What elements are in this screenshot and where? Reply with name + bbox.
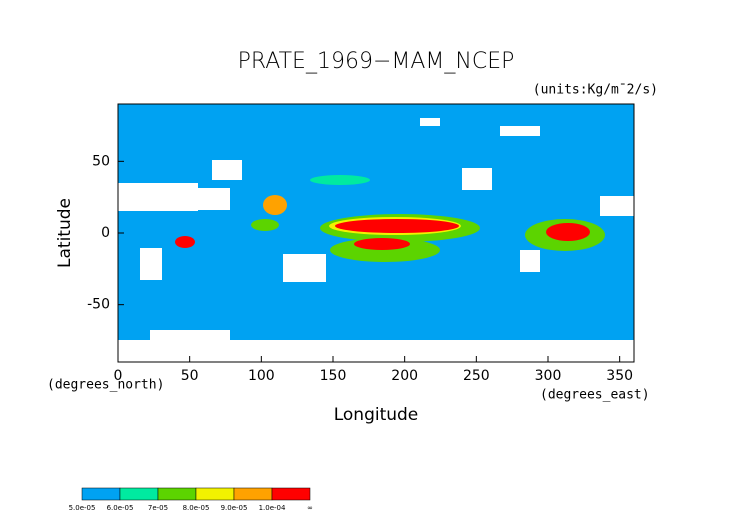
x-tick-label: 150	[320, 368, 347, 384]
x-tick-label: 350	[606, 368, 633, 384]
units: (units:Kg/m¯2/s)	[533, 83, 658, 98]
colorbar-label: 7e-05	[148, 504, 168, 512]
x-tick-label: 0	[114, 368, 123, 384]
colorbar-swatch	[81, 487, 121, 501]
x-axis-label: Longitude	[334, 405, 419, 425]
colorbar-label: 5.0e-05	[69, 504, 96, 512]
title: PRATE_1969−MAM_NCEP	[238, 49, 515, 74]
colorbar-label: 1.0e-04	[259, 504, 286, 512]
colorbar-swatch	[195, 487, 235, 501]
y-units: (degrees_north)	[47, 378, 164, 393]
x-units: (degrees_east)	[540, 388, 650, 403]
x-tick-label: 300	[535, 368, 562, 384]
x-tick-label: 200	[391, 368, 418, 384]
dry-areas	[118, 118, 634, 362]
y-tick-label: 0	[101, 225, 110, 241]
y-tick-label: -50	[87, 297, 110, 313]
colorbar-swatch	[119, 487, 159, 501]
x-tick-label: 250	[463, 368, 490, 384]
wet-areas	[175, 175, 605, 262]
colorbar-swatch	[233, 487, 273, 501]
x-tick-label: 50	[181, 368, 199, 384]
colorbar-label: ∞	[307, 504, 313, 512]
x-tick-label: 100	[248, 368, 275, 384]
colorbar-swatch	[271, 487, 311, 501]
colorbar-swatch	[157, 487, 197, 501]
colorbar-label: 6.0e-05	[107, 504, 134, 512]
y-axis-label: Latitude	[55, 198, 75, 268]
y-tick-label: 50	[92, 153, 110, 169]
precip-field	[118, 104, 634, 362]
colorbar-label: 8.0e-05	[183, 504, 210, 512]
colorbar-label: 9.0e-05	[221, 504, 248, 512]
